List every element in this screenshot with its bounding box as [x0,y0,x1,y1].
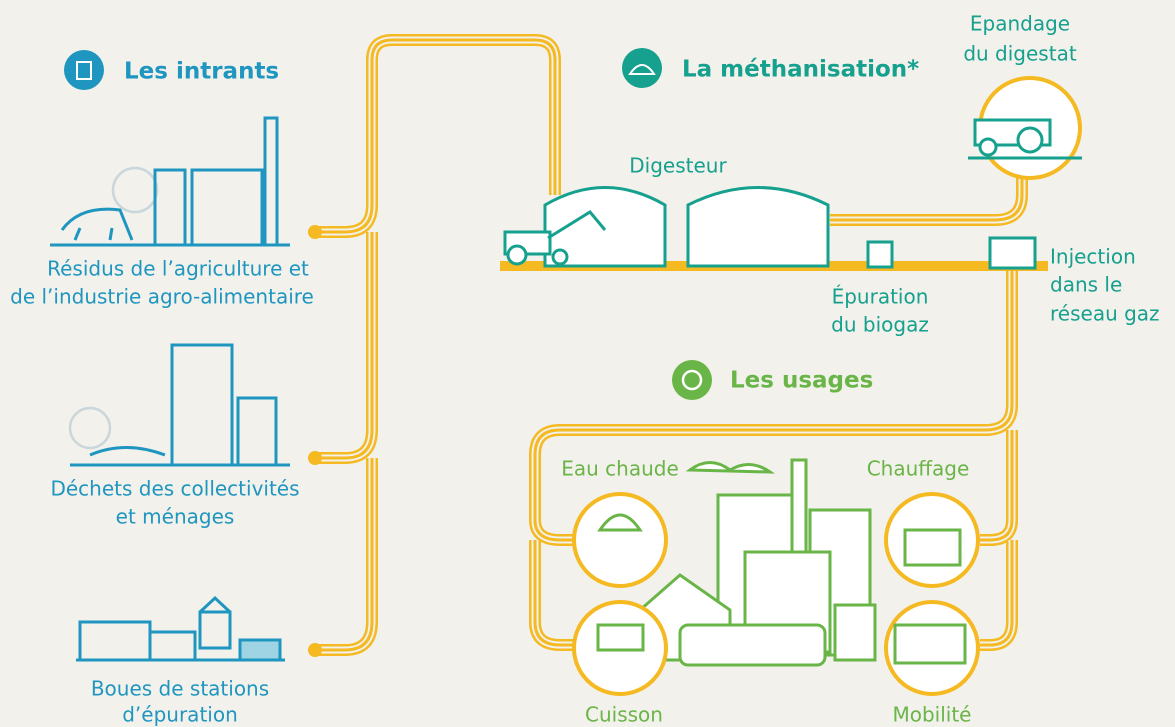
methanisation-icon [622,48,662,88]
section-title: Les intrants [124,59,279,85]
digester [686,186,830,268]
injection-label: dans le [1050,273,1122,297]
usage-label: Chauffage [867,457,970,481]
tractor-loader [503,210,607,266]
station-icon [76,595,285,662]
intrants: Les intrants Résidus de l’agriculture et… [10,50,314,727]
usages: Les usages Eau chaude Chauffage Cuisson … [561,360,980,727]
input-label: Déchets des collectivités [50,477,299,501]
input-label: et ménages [116,505,235,529]
intrants-icon [64,50,104,90]
usage-label: Eau chaude [561,457,679,481]
usage-circles [572,492,980,696]
spreading-tractor [968,118,1082,160]
injection-label: Injection [1050,245,1136,269]
usage-label: Cuisson [585,703,663,727]
purification-label: du biogaz [831,313,929,337]
city-icon [68,343,290,467]
section-title: Les usages [730,368,873,394]
green-city [638,458,877,667]
spreading-label: du digestat [963,42,1076,66]
injection-station [988,236,1037,270]
input-label: Boues de stations [91,677,269,701]
spreading-label: Epandage [970,12,1070,36]
purification-label: Épuration [832,285,929,309]
usage-label: Mobilité [892,703,971,727]
farm-icon [50,116,290,247]
usages-icon [672,360,712,400]
input-label: de l’industrie agro-alimentaire [10,285,314,309]
digester [543,186,667,268]
purifier [866,240,894,269]
input-label: Résidus de l’agriculture et [47,257,309,281]
methanisation: La méthanisation* Digesteur Epandage du … [503,12,1160,337]
input-label: d’épuration [122,703,238,727]
digester-label: Digesteur [629,154,727,178]
injection-label: réseau gaz [1050,302,1160,326]
section-title: La méthanisation* [682,57,919,83]
